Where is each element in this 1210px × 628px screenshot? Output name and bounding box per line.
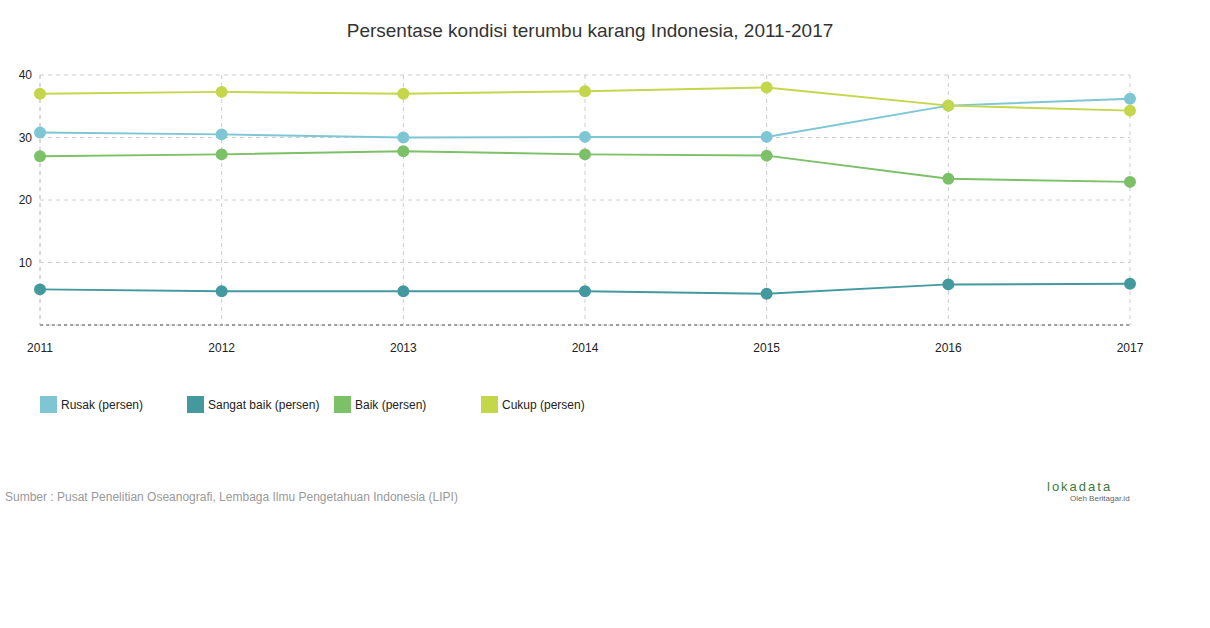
html-text:Persentase kondisi terumbu kar: Persentase kondisi terumbu karang Indone… bbox=[346, 20, 834, 41]
svg-text:2014: 2014 bbox=[572, 341, 599, 355]
svg-text:30: 30 bbox=[19, 131, 33, 145]
svg-text:2015: 2015 bbox=[753, 341, 780, 355]
html-text:lokadata: lokadata bbox=[1047, 479, 1113, 494]
svg-text:2013: 2013 bbox=[390, 341, 417, 355]
html-text:Baik (persen): Baik (persen) bbox=[355, 397, 427, 412]
html-text:Sangat baik (persen): Sangat baik (persen) bbox=[208, 397, 320, 412]
svg-text:2017: 2017 bbox=[1117, 341, 1144, 355]
svg-text:2012: 2012 bbox=[208, 341, 235, 355]
html-text:Rusak (persen): Rusak (persen) bbox=[61, 397, 143, 412]
html-text:Cukup (persen): Cukup (persen) bbox=[502, 397, 585, 412]
svg-text:2011: 2011 bbox=[27, 341, 53, 355]
svg-text:10: 10 bbox=[19, 256, 33, 270]
svg-text:2016: 2016 bbox=[935, 341, 962, 355]
svg-text:20: 20 bbox=[19, 193, 33, 207]
html-text:Oleh Beritagar.id: Oleh Beritagar.id bbox=[1070, 494, 1130, 503]
svg-text:40: 40 bbox=[19, 68, 33, 82]
html-text:Sumber : Pusat Penelitian Osea: Sumber : Pusat Penelitian Oseanografi, L… bbox=[5, 490, 458, 504]
